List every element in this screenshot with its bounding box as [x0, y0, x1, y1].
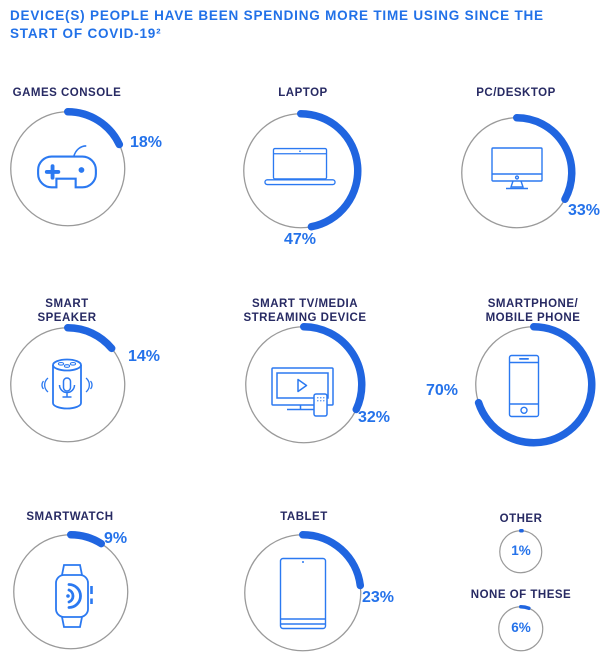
smart-speaker-icon — [35, 353, 99, 415]
donut-ring-laptop — [242, 109, 361, 230]
smartphone-icon-svg — [508, 354, 540, 418]
chart-label-tablet: TABLET — [280, 511, 328, 523]
chart-label-smartwatch: SMARTWATCH — [26, 511, 114, 523]
laptop-icon — [264, 147, 336, 188]
donut-ring-other — [499, 529, 543, 574]
chart-label-smart-speaker: SMART SPEAKER — [37, 298, 97, 324]
donut-ring-smartwatch — [12, 530, 128, 649]
tablet-icon-svg — [279, 557, 327, 630]
percent-label-tablet: 23% — [362, 589, 395, 606]
smartwatch-icon-svg — [55, 564, 93, 628]
donut-ring-smart-tv — [244, 322, 365, 443]
games-console-icon — [36, 144, 98, 196]
desktop-monitor-icon-svg — [491, 147, 543, 190]
smartphone-icon — [508, 354, 540, 418]
chart-label-other: OTHER — [499, 513, 543, 525]
chart-label-none-of-these: NONE OF THESE — [470, 589, 572, 601]
percent-label-other: 1% — [511, 543, 531, 558]
percent-label-laptop: 47% — [283, 231, 317, 248]
smartwatch-icon — [46, 556, 98, 628]
chart-label-smart-tv: SMART TV/MEDIA STREAMING DEVICE — [243, 298, 367, 324]
page-title: DEVICE(S) PEOPLE HAVE BEEN SPENDING MORE… — [10, 8, 544, 41]
chart-label-pc-desktop: PC/DESKTOP — [476, 87, 556, 99]
percent-label-none-of-these: 6% — [511, 620, 531, 635]
chart-label-games-console: GAMES CONSOLE — [12, 87, 122, 99]
percent-label-smart-speaker: 14% — [128, 348, 161, 365]
games-console-icon-svg — [37, 145, 97, 189]
smart-speaker-icon-svg — [41, 358, 93, 410]
laptop-icon-svg — [264, 147, 336, 186]
donut-ring-smart-speaker — [9, 323, 125, 442]
percent-label-smart-tv: 32% — [358, 409, 391, 426]
donut-ring-pc-desktop — [460, 113, 575, 228]
chart-label-smartphone: SMARTPHONE/ MOBILE PHONE — [485, 298, 581, 324]
smart-tv-icon — [270, 361, 348, 419]
percent-label-games-console: 18% — [130, 134, 163, 151]
percent-label-pc-desktop: 33% — [568, 202, 601, 219]
donut-ring-tablet — [243, 530, 364, 651]
percent-label-smartwatch: 9% — [104, 530, 128, 547]
desktop-monitor-icon — [489, 147, 545, 193]
donut-ring-smartphone — [474, 322, 595, 446]
tablet-icon — [279, 557, 327, 630]
donut-ring-games-console — [9, 107, 125, 226]
donut-ring-none-of-these — [498, 605, 544, 652]
chart-label-laptop: LAPTOP — [278, 87, 328, 99]
smart-tv-icon-svg — [271, 367, 334, 417]
percent-label-smartphone: 70% — [425, 382, 458, 399]
